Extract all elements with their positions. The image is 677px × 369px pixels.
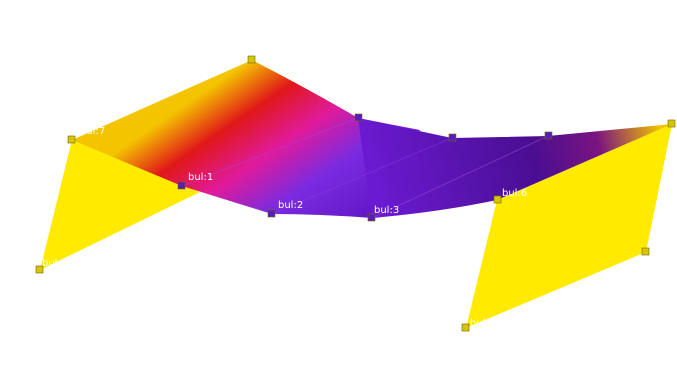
node-label-7: bul:7 bbox=[80, 126, 105, 137]
node-label-left-base: bul: bbox=[42, 258, 61, 269]
node-marker[interactable] bbox=[448, 133, 457, 142]
roof-surface-right bbox=[358, 118, 672, 218]
node-marker[interactable] bbox=[367, 213, 376, 222]
node-label-6: bul:6 bbox=[502, 188, 527, 199]
node-marker[interactable] bbox=[641, 247, 650, 256]
node-marker[interactable] bbox=[544, 131, 553, 140]
node-label-3: bul:3 bbox=[374, 205, 399, 216]
node-marker[interactable] bbox=[35, 265, 44, 274]
node-marker[interactable] bbox=[267, 209, 276, 218]
node-marker[interactable] bbox=[667, 119, 676, 128]
node-marker[interactable] bbox=[177, 181, 186, 190]
node-marker[interactable] bbox=[247, 55, 256, 64]
node-marker[interactable] bbox=[461, 323, 470, 332]
node-marker[interactable] bbox=[354, 113, 363, 122]
node-label-2: bul:2 bbox=[278, 200, 303, 211]
node-marker[interactable] bbox=[493, 195, 502, 204]
left-wall-panel bbox=[40, 140, 200, 270]
roof-surface-left bbox=[72, 60, 420, 218]
node-marker[interactable] bbox=[67, 135, 76, 144]
right-wall-panel bbox=[466, 124, 672, 328]
roof-seam-line bbox=[181, 117, 359, 187]
node-label-1: bul:1 bbox=[188, 172, 213, 183]
roof-seam-line bbox=[271, 137, 453, 215]
node-label-right-base: bul: bbox=[470, 318, 489, 329]
roof-seam-line bbox=[371, 135, 549, 219]
